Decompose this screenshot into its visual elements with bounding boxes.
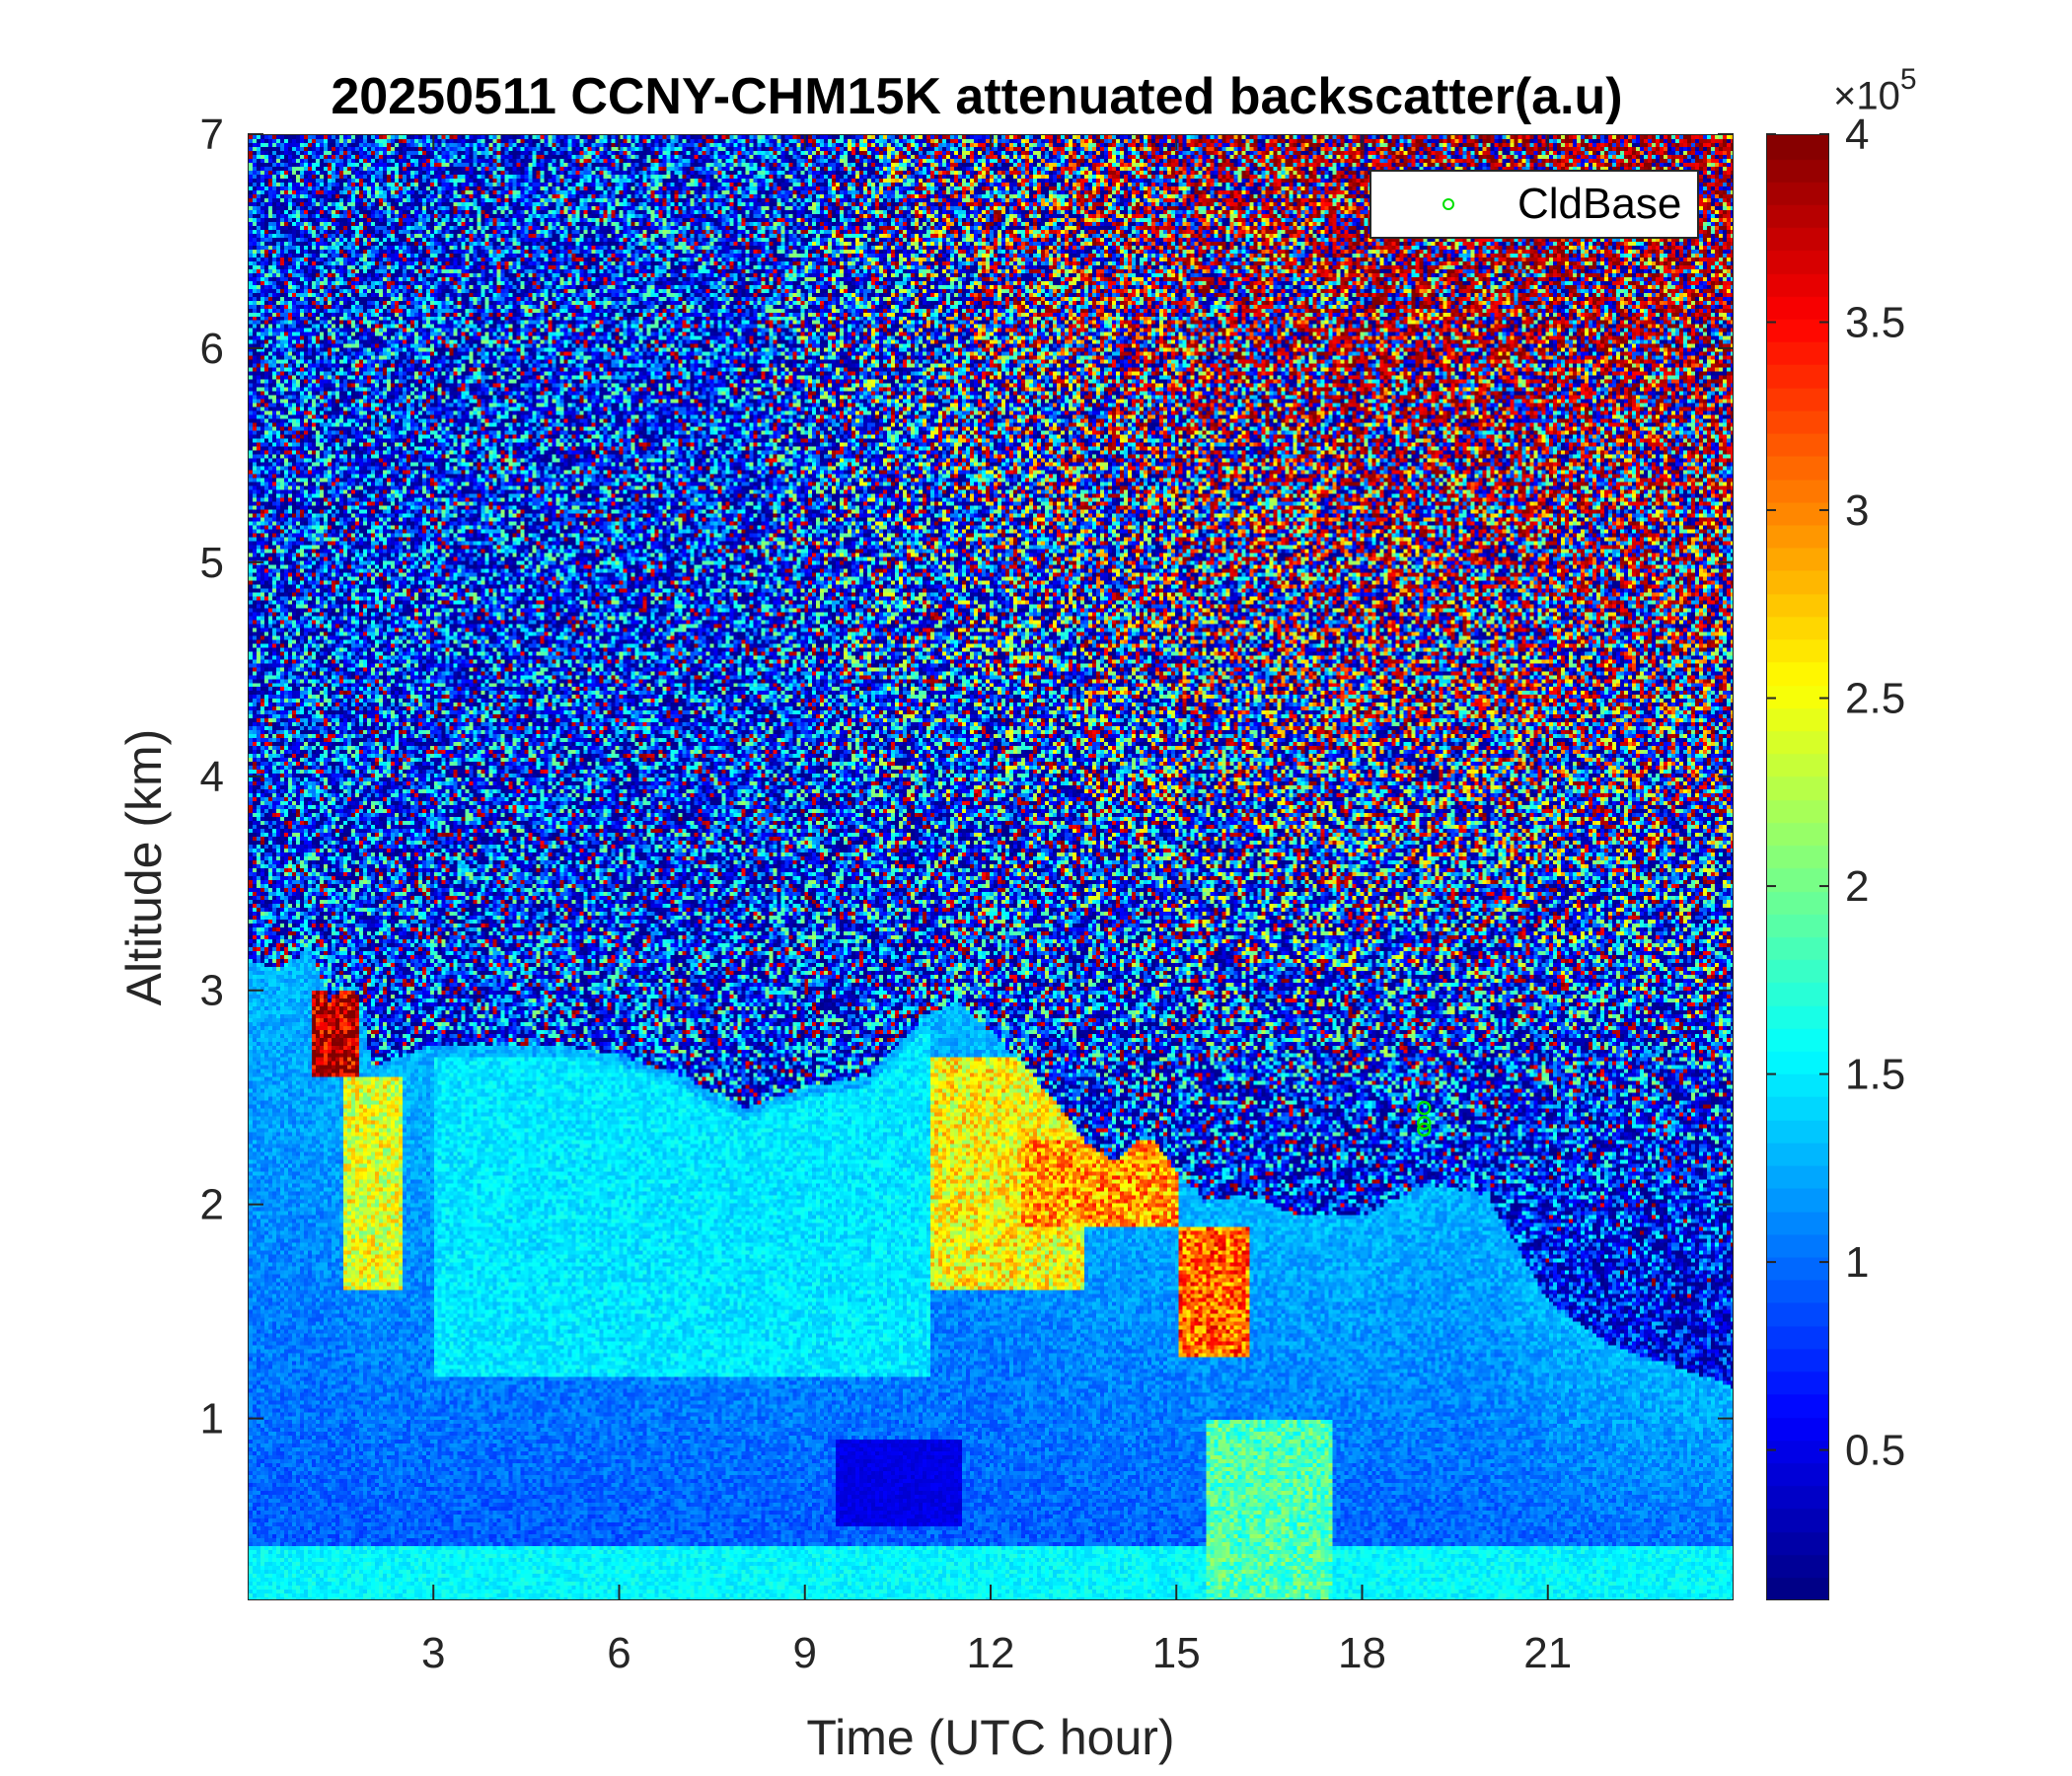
y-tick-label: 2	[200, 1181, 224, 1229]
x-tick-label: 3	[421, 1629, 445, 1677]
y-tick-label: 3	[200, 967, 224, 1015]
colorbar-tick-label: 2.5	[1845, 675, 1905, 723]
colorbar-tick-label: 4	[1845, 111, 1869, 159]
cloud-base-point	[1417, 1115, 1432, 1131]
x-tick-label: 6	[607, 1629, 630, 1677]
legend: CldBase	[1369, 170, 1699, 239]
y-tick-label: 4	[200, 753, 224, 801]
x-tick-label: 15	[1152, 1629, 1201, 1677]
y-axis-label: Altitude (km)	[116, 729, 172, 1006]
x-axis-label: Time (UTC hour)	[806, 1710, 1174, 1765]
backscatter-heatmap	[248, 134, 1734, 1600]
y-tick-label: 6	[200, 325, 224, 373]
colorbar-tick-label: 1.5	[1845, 1051, 1905, 1099]
chart-title: 20250511 CCNY-CHM15K attenuated backscat…	[331, 68, 1623, 125]
cloud-base-point	[1417, 1122, 1432, 1137]
cloud-base-point	[1417, 1100, 1432, 1116]
y-tick-label: 7	[200, 111, 224, 159]
legend-label-cldbase: CldBase	[1517, 180, 1682, 228]
colorbar-tick-label: 2	[1845, 862, 1869, 911]
colorbar-multiplier: ×105	[1833, 63, 1917, 118]
colorbar-tick-label: 0.5	[1845, 1427, 1905, 1475]
x-tick-label: 9	[793, 1629, 817, 1677]
legend-marker-cldbase	[1443, 198, 1454, 210]
y-tick-label: 1	[200, 1395, 224, 1443]
colorbar-tick-label: 1	[1845, 1238, 1869, 1287]
colorbar-tick-label: 3	[1845, 486, 1869, 535]
colorbar	[1766, 134, 1829, 1600]
x-tick-label: 12	[967, 1629, 1015, 1677]
colorbar-tick-label: 3.5	[1845, 299, 1905, 347]
x-tick-label: 18	[1338, 1629, 1386, 1677]
x-tick-label: 21	[1523, 1629, 1572, 1677]
y-tick-label: 5	[200, 539, 224, 587]
